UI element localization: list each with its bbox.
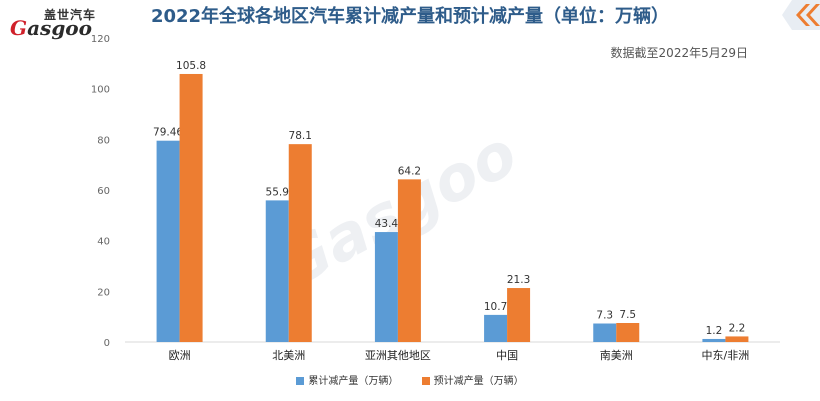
category-label: 亚洲其他地区 <box>365 349 431 362</box>
gasgoo-logo: 盖世汽车 Gasgoo <box>8 4 118 40</box>
data-date-note: 数据截至2022年5月29日 <box>610 46 748 60</box>
bar-1 <box>702 338 726 342</box>
y-tick-label: 120 <box>91 34 110 45</box>
bar-2 <box>616 323 640 342</box>
data-label: 1.2 <box>706 325 723 337</box>
legend-swatch-series2 <box>421 377 430 385</box>
legend-item-series1: 累计减产量（万辆） <box>296 372 398 387</box>
y-tick-label: 0 <box>104 338 110 349</box>
data-label: 2.2 <box>729 322 746 334</box>
corner-arrow-icon <box>782 0 820 30</box>
bar-2 <box>179 73 203 343</box>
bar-2 <box>507 288 531 342</box>
legend-swatch-series1 <box>296 377 305 385</box>
data-label: 7.3 <box>596 310 613 322</box>
chart-title: 2022年全球各地区汽车累计减产量和预计减产量（单位：万辆） <box>150 6 670 27</box>
bar-1 <box>484 314 508 342</box>
y-tick-label: 40 <box>97 237 110 248</box>
legend-item-series2: 预计减产量（万辆） <box>421 372 524 387</box>
category-label: 欧洲 <box>169 349 191 362</box>
category-label: 中东/非洲 <box>702 349 750 362</box>
legend: 累计减产量（万辆） 预计减产量（万辆） <box>0 372 820 387</box>
y-tick-label: 80 <box>97 135 110 146</box>
category-label: 北美洲 <box>272 349 305 362</box>
y-tick-label: 100 <box>91 85 110 96</box>
logo-chinese-text: 盖世汽车 <box>44 8 97 22</box>
bar-2 <box>288 144 312 342</box>
legend-label-series1: 累计减产量（万辆） <box>308 376 399 387</box>
data-label: 55.9 <box>266 186 289 198</box>
logo-english-text: Gasgoo <box>10 16 92 40</box>
data-label: 43.4 <box>375 218 399 230</box>
bar-1 <box>265 200 289 342</box>
bar-1 <box>156 140 180 342</box>
y-tick-label: 60 <box>97 186 110 197</box>
data-label: 79.46 <box>153 127 183 139</box>
bar-1 <box>593 323 617 342</box>
bar-2 <box>725 336 749 342</box>
data-label: 10.7 <box>484 301 507 313</box>
data-label: 78.1 <box>289 130 312 142</box>
category-label: 中国 <box>496 349 518 362</box>
data-label: 21.3 <box>507 274 530 286</box>
data-label: 105.8 <box>176 60 206 72</box>
bar-1 <box>374 232 398 342</box>
data-label: 7.5 <box>619 309 636 321</box>
category-label: 南美洲 <box>600 349 633 362</box>
data-label: 64.2 <box>398 165 421 177</box>
bar-2 <box>397 179 421 342</box>
legend-label-series2: 预计减产量（万辆） <box>433 376 524 387</box>
y-tick-label: 20 <box>97 287 110 298</box>
